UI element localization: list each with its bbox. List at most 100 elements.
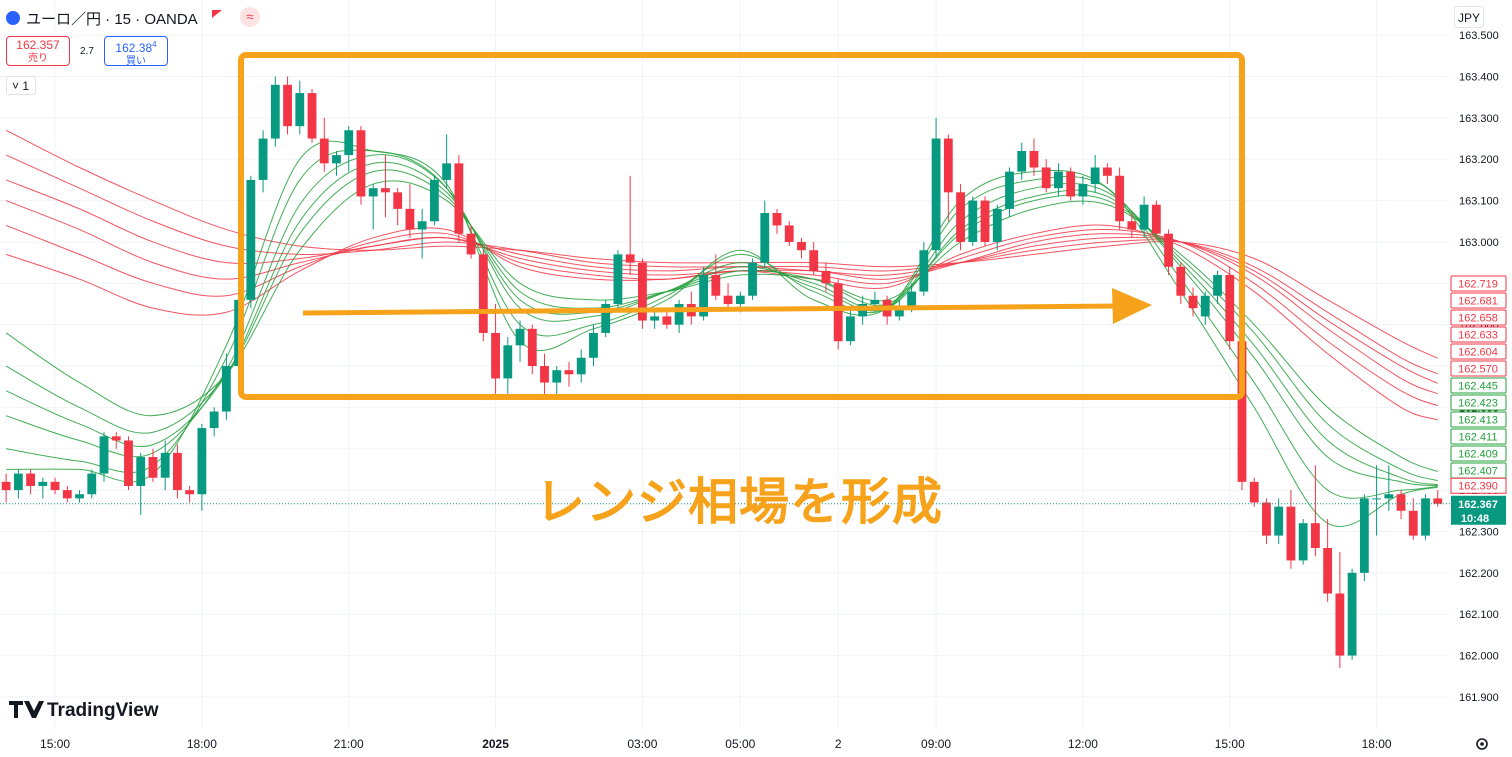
y-tick-label: 163.200 xyxy=(1459,154,1499,166)
candle-body xyxy=(833,283,843,342)
y-tick-label: 163.500 xyxy=(1459,30,1499,42)
candle-body xyxy=(173,452,182,491)
candle-body xyxy=(638,262,647,321)
candle-body xyxy=(809,250,819,271)
overlay xyxy=(238,52,1245,400)
candle-body xyxy=(1249,481,1259,503)
candle-body xyxy=(589,332,598,358)
indicator-badge[interactable]: ≈ xyxy=(240,7,260,27)
candle-body xyxy=(454,163,464,234)
series-price-label-box xyxy=(1450,292,1507,309)
indicator-toggle[interactable]: ˅ 1 xyxy=(6,76,36,95)
candle-body xyxy=(1396,494,1406,511)
candle-body xyxy=(576,357,586,375)
candle-body xyxy=(1164,233,1173,267)
candle-body xyxy=(601,303,611,333)
candle-body xyxy=(662,316,672,325)
candle-body xyxy=(1017,150,1027,172)
sell-button[interactable]: 162.357 売り xyxy=(6,36,70,66)
buy-button[interactable]: 162.384 買い xyxy=(104,36,168,67)
moving-average-line xyxy=(5,154,1438,487)
candle-body xyxy=(735,295,745,304)
series-price-label-box xyxy=(1450,394,1507,411)
reference-price-box xyxy=(1450,477,1507,494)
sell-label: 売り xyxy=(28,53,48,64)
candle-body xyxy=(405,208,415,230)
candle-body xyxy=(111,436,121,441)
candle-body xyxy=(1090,167,1100,185)
candle-body xyxy=(258,138,268,180)
candle-body xyxy=(442,163,452,180)
y-tick-label: 162.200 xyxy=(1459,568,1499,580)
flag-icon[interactable] xyxy=(212,10,222,18)
candle-body xyxy=(221,366,231,412)
y-tick-label: 163.100 xyxy=(1459,196,1499,208)
candle-body xyxy=(723,295,733,304)
candle-body xyxy=(1029,150,1039,168)
buy-label: 買い xyxy=(126,56,146,67)
candle-body xyxy=(625,254,635,263)
settings-icon[interactable] xyxy=(1476,738,1488,750)
candle-body xyxy=(1225,275,1235,342)
candle-body xyxy=(13,473,23,491)
candle-body xyxy=(1237,341,1247,482)
x-tick-label: 15:00 xyxy=(40,737,70,751)
candle-body xyxy=(356,130,366,197)
candle-body xyxy=(699,275,708,317)
candle-body xyxy=(1213,275,1222,296)
candle-body xyxy=(1078,184,1088,197)
series-price-label: 162.409 xyxy=(1458,449,1498,461)
candle-body xyxy=(1274,506,1284,536)
currency-button[interactable]: JPY xyxy=(1454,6,1484,28)
candle-body xyxy=(503,345,513,379)
candle-body xyxy=(319,138,329,164)
x-tick-label: 2 xyxy=(835,737,842,751)
arrow-head xyxy=(1112,288,1152,324)
candle-body xyxy=(368,188,378,197)
candle-body xyxy=(26,473,35,486)
moving-average-line xyxy=(5,180,1438,472)
chevron: ˅ xyxy=(12,79,20,93)
candle-body xyxy=(748,262,757,296)
candle-body xyxy=(38,481,48,486)
logo-icon xyxy=(9,701,44,718)
spread: 2.7 xyxy=(80,46,94,57)
candle-body xyxy=(99,436,109,474)
y-tick-label: 163.000 xyxy=(1459,237,1499,249)
x-tick-label: 15:00 xyxy=(1215,737,1245,751)
moving-average-line xyxy=(6,149,1438,499)
candle-body xyxy=(1005,171,1014,209)
candle-body xyxy=(1433,498,1443,504)
series-price-label: 162.719 xyxy=(1458,279,1498,291)
candle-body xyxy=(209,411,219,429)
candle-body xyxy=(185,490,195,495)
candle-body xyxy=(491,332,500,379)
candle-body xyxy=(307,93,317,139)
candle-body xyxy=(197,428,207,495)
x-tick-label: 18:00 xyxy=(1362,737,1392,751)
watermark-text: TradingView xyxy=(47,700,159,721)
moving-average-line xyxy=(5,154,1438,375)
candle-body xyxy=(1408,510,1418,536)
candle-body xyxy=(246,179,256,300)
candle-body xyxy=(760,213,770,263)
candle-body xyxy=(1286,506,1296,561)
series-price-label-box xyxy=(1450,377,1507,394)
series-price-label-box xyxy=(1450,309,1507,326)
symbol-title[interactable]: ユーロ／円 · 15 · OANDA xyxy=(26,11,198,28)
moving-average-line xyxy=(5,224,1438,421)
settings[interactable] xyxy=(1476,738,1488,750)
watermark: TradingView xyxy=(9,700,159,721)
candle-body xyxy=(1188,295,1198,309)
candle-body xyxy=(1102,167,1112,176)
candle-body xyxy=(1372,498,1381,500)
candle-body xyxy=(1127,221,1137,230)
candle-body xyxy=(1335,593,1345,656)
series-price-label-box xyxy=(1450,428,1507,445)
x-tick-label: 12:00 xyxy=(1068,737,1098,751)
buy-price-last-digit: 4 xyxy=(152,40,157,49)
candle-body xyxy=(332,155,341,164)
series-price-label: 162.407 xyxy=(1458,466,1498,478)
y-tick-label: 162.000 xyxy=(1459,651,1499,663)
